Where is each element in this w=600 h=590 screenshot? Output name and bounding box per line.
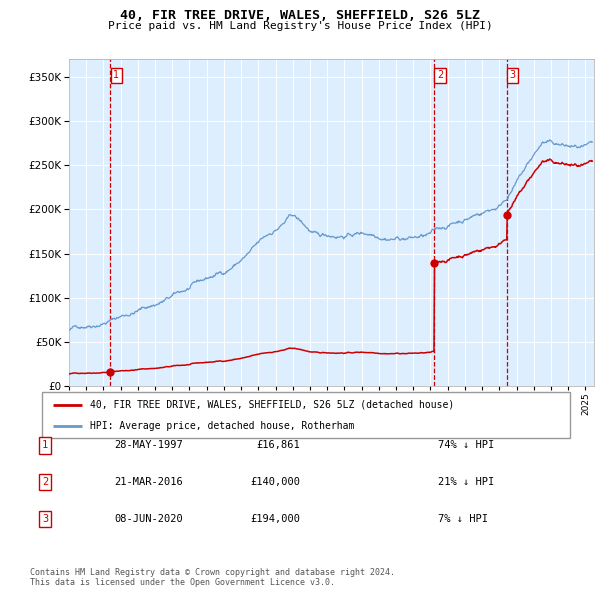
- Text: 21% ↓ HPI: 21% ↓ HPI: [438, 477, 494, 487]
- Text: £140,000: £140,000: [250, 477, 300, 487]
- Text: 2: 2: [42, 477, 48, 487]
- Text: 21-MAR-2016: 21-MAR-2016: [114, 477, 183, 487]
- Text: 1: 1: [113, 70, 119, 80]
- Text: 3: 3: [42, 514, 48, 524]
- FancyBboxPatch shape: [42, 392, 570, 438]
- Text: £16,861: £16,861: [256, 441, 300, 450]
- Text: 1: 1: [42, 441, 48, 450]
- Text: 40, FIR TREE DRIVE, WALES, SHEFFIELD, S26 5LZ: 40, FIR TREE DRIVE, WALES, SHEFFIELD, S2…: [120, 9, 480, 22]
- Text: 74% ↓ HPI: 74% ↓ HPI: [438, 441, 494, 450]
- Text: 3: 3: [509, 70, 515, 80]
- Text: 2: 2: [437, 70, 443, 80]
- Text: 08-JUN-2020: 08-JUN-2020: [114, 514, 183, 524]
- Text: Price paid vs. HM Land Registry's House Price Index (HPI): Price paid vs. HM Land Registry's House …: [107, 21, 493, 31]
- Text: £194,000: £194,000: [250, 514, 300, 524]
- Text: 28-MAY-1997: 28-MAY-1997: [114, 441, 183, 450]
- Text: 7% ↓ HPI: 7% ↓ HPI: [438, 514, 488, 524]
- Text: Contains HM Land Registry data © Crown copyright and database right 2024.
This d: Contains HM Land Registry data © Crown c…: [30, 568, 395, 587]
- Text: 40, FIR TREE DRIVE, WALES, SHEFFIELD, S26 5LZ (detached house): 40, FIR TREE DRIVE, WALES, SHEFFIELD, S2…: [89, 399, 454, 409]
- Text: HPI: Average price, detached house, Rotherham: HPI: Average price, detached house, Roth…: [89, 421, 354, 431]
